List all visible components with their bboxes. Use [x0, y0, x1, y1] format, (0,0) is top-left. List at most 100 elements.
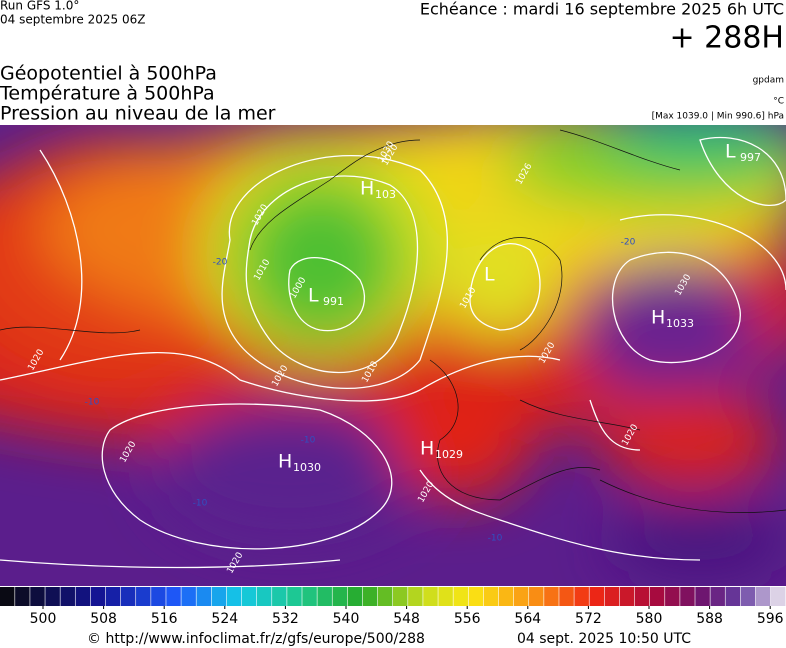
echeance: Echéance : mardi 16 septembre 2025 6h UT… [420, 0, 784, 19]
colorbar-tick-label: 532 [272, 611, 299, 627]
colorbar: 5005085165245325405485565645725805885966… [0, 587, 786, 627]
contour-label: -20 [621, 238, 636, 248]
colorbar-tick-label: 508 [90, 611, 117, 627]
pressure-center: L [484, 264, 495, 286]
colorbar-swatch [423, 587, 438, 606]
colorbar-swatch [166, 587, 181, 606]
colorbar-swatch [211, 587, 227, 606]
colorbar-swatch [196, 587, 212, 606]
colorbar-swatch [725, 587, 741, 606]
pressure-value: 991 [323, 295, 344, 308]
field-title: Pression au niveau de la mer [0, 103, 276, 125]
colorbar-swatch [393, 587, 408, 606]
colorbar-swatch [120, 587, 136, 606]
contour-label: -10 [301, 436, 316, 446]
colorbar-swatch [226, 587, 242, 606]
pressure-value: 1033 [666, 317, 694, 330]
colorbar-swatch [181, 587, 196, 606]
pressure-value: 1029 [435, 448, 463, 461]
colorbar-swatch [0, 587, 15, 606]
colorbar-tick-label: 548 [393, 611, 420, 627]
colorbar-tick-label: 596 [757, 611, 784, 627]
field-title: Géopotentiel à 500hPa [0, 63, 217, 85]
colorbar-swatch [438, 587, 453, 606]
colorbar-swatch [710, 587, 725, 606]
colorbar-swatch [740, 587, 756, 606]
colorbar-swatch [529, 587, 544, 606]
colorbar-swatch [634, 587, 650, 606]
colorbar-swatch [377, 587, 393, 606]
pressure-value: 997 [740, 151, 761, 164]
colorbar-swatch [408, 587, 423, 606]
pressure-center: H [278, 451, 292, 473]
colorbar-swatch [256, 587, 272, 606]
colorbar-swatch [151, 587, 166, 606]
unit-label: gpdam [753, 76, 784, 86]
colorbar-swatch [317, 587, 332, 606]
colorbar-tick-label: 572 [575, 611, 602, 627]
colorbar-swatch [589, 587, 605, 606]
pressure-value: 1030 [293, 461, 321, 474]
colorbar-swatch [665, 587, 680, 606]
colorbar-swatch [649, 587, 665, 606]
colorbar-swatch [362, 587, 378, 606]
colorbar-swatch [15, 587, 30, 606]
pressure-center: H [360, 178, 374, 200]
colorbar-swatch [136, 587, 151, 606]
colorbar-swatch [544, 587, 559, 606]
pressure-value: 103 [375, 188, 396, 201]
pressure-center: H [420, 438, 434, 460]
colorbar-swatch [75, 587, 91, 606]
colorbar-swatch [619, 587, 635, 606]
contour-label: -10 [193, 499, 208, 509]
run-label: Run GFS 1.0° [0, 0, 79, 13]
contour-label: -10 [85, 398, 100, 408]
lead-time: + 288H [670, 21, 785, 56]
field-title: Température à 500hPa [0, 83, 215, 105]
colorbar-tick-label: 540 [333, 611, 360, 627]
map-field [0, 125, 786, 586]
pressure-center: H [651, 307, 665, 329]
colorbar-swatch [90, 587, 106, 606]
colorbar-swatch [332, 587, 348, 606]
colorbar-swatch [453, 587, 468, 606]
colorbar-swatch [574, 587, 589, 606]
colorbar-tick-label: 524 [211, 611, 238, 627]
colorbar-swatch [498, 587, 514, 606]
colorbar-tick-label: 556 [454, 611, 481, 627]
colorbar-swatch [755, 587, 771, 606]
colorbar-swatch [559, 587, 574, 606]
contour-label: -10 [488, 534, 503, 544]
colorbar-swatch [483, 587, 499, 606]
pressure-center: L [308, 285, 319, 307]
colorbar-swatch [513, 587, 529, 606]
colorbar-swatch [272, 587, 287, 606]
colorbar-swatch [30, 587, 45, 606]
colorbar-swatch [105, 587, 121, 606]
colorbar-tick-label: 588 [696, 611, 723, 627]
contour-label: -20 [213, 258, 228, 268]
colorbar-tick-label: 564 [514, 611, 541, 627]
colorbar-swatch [468, 587, 484, 606]
colorbar-swatch [241, 587, 257, 606]
unit-label: [Max 1039.0 | Min 990.6] hPa [652, 112, 784, 122]
pressure-center: L [725, 141, 736, 163]
colorbar-swatch [680, 587, 695, 606]
run-date: 04 septembre 2025 06Z [0, 13, 145, 27]
colorbar-swatch [770, 587, 786, 606]
colorbar-tick-label: 516 [151, 611, 178, 627]
unit-label: °C [773, 97, 784, 107]
colorbar-swatch [604, 587, 620, 606]
colorbar-swatch [347, 587, 363, 606]
colorbar-tick-label: 580 [636, 611, 663, 627]
colorbar-tick-label: 500 [30, 611, 57, 627]
colorbar-swatch [45, 587, 60, 606]
colorbar-swatch [695, 587, 710, 606]
colorbar-swatch [302, 587, 317, 606]
colorbar-swatch [287, 587, 302, 606]
source-link: © http://www.infoclimat.fr/z/gfs/europe/… [87, 631, 425, 647]
colorbar-swatch [60, 587, 75, 606]
created-date: 04 sept. 2025 10:50 UTC [517, 631, 691, 647]
